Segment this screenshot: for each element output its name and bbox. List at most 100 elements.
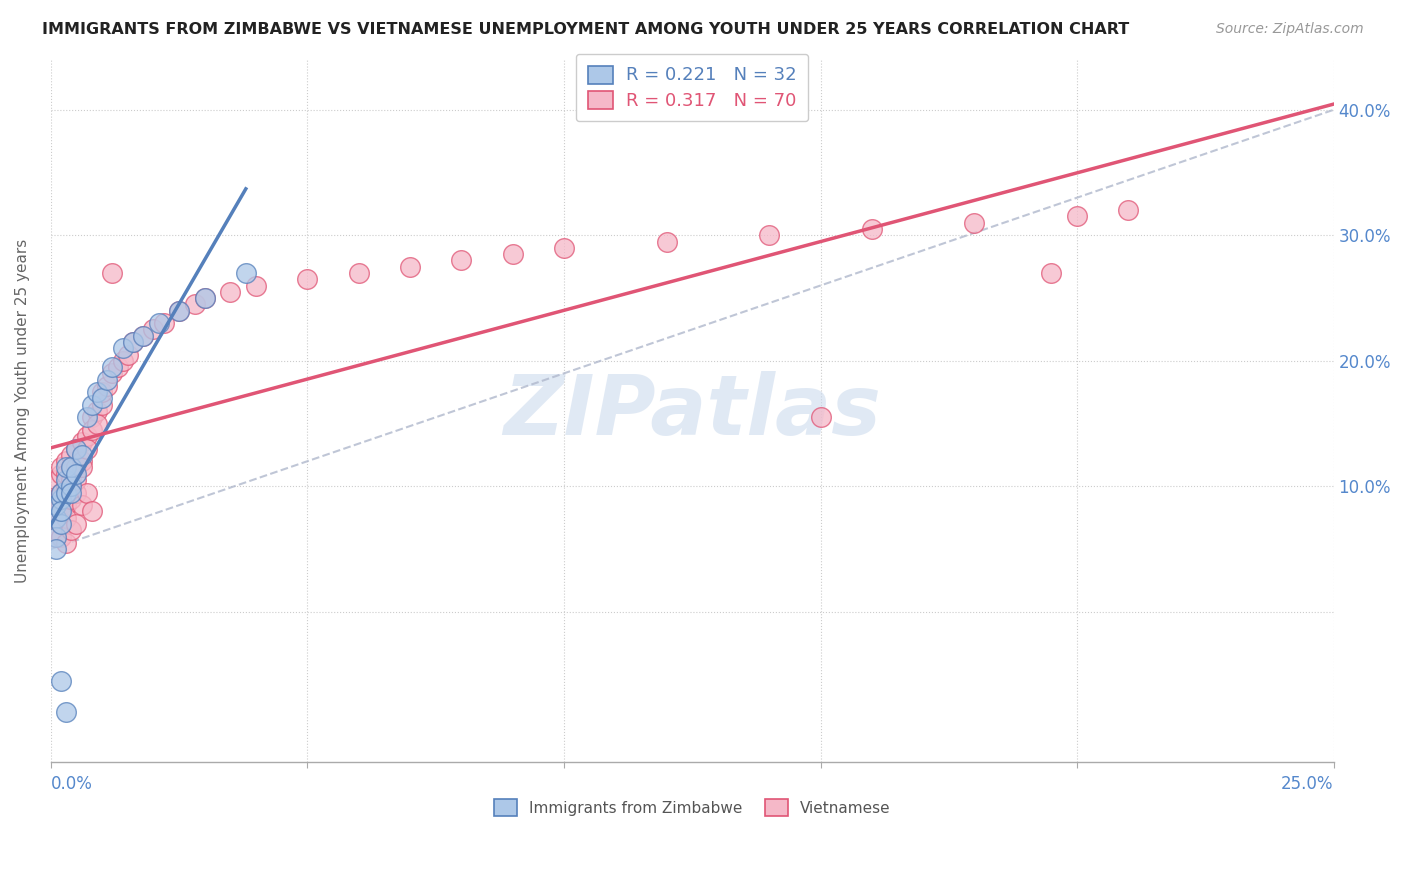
Point (55, 467, 77, 481)
Point (60, 448, 83, 462)
Point (55, 454, 77, 468)
Point (450, 253, 472, 268)
Point (1118, 203, 1140, 218)
Point (101, 367, 124, 381)
Point (49, 516, 72, 531)
Point (49, 516, 72, 531)
Point (70, 454, 93, 468)
Point (810, 410, 832, 425)
Text: 25.0%: 25.0% (1281, 775, 1334, 793)
Point (111, 341, 134, 355)
Text: ZIPatlas: ZIPatlas (503, 370, 882, 451)
Point (49, 460, 72, 475)
Point (194, 291, 217, 305)
Point (96, 379, 118, 393)
Point (963, 216, 986, 230)
Point (80, 410, 103, 425)
Point (70, 448, 93, 462)
Point (55, 485, 77, 500)
Point (55, 479, 77, 493)
Point (91, 398, 114, 412)
Point (183, 297, 205, 311)
Point (758, 228, 780, 243)
Point (76, 485, 98, 500)
Point (55, 460, 77, 475)
Point (65, 516, 87, 531)
Point (65, 442, 87, 456)
Legend: Immigrants from Zimbabwe, Vietnamese: Immigrants from Zimbabwe, Vietnamese (485, 790, 900, 825)
Text: 0.0%: 0.0% (51, 775, 93, 793)
Text: Source: ZipAtlas.com: Source: ZipAtlas.com (1216, 22, 1364, 37)
Point (399, 260, 422, 274)
Point (65, 467, 87, 481)
Point (80, 423, 103, 437)
Point (76, 410, 98, 425)
Point (45, 529, 67, 543)
Point (55, 705, 77, 719)
Point (65, 442, 87, 456)
Point (1066, 210, 1088, 224)
Point (49, 485, 72, 500)
Point (96, 373, 118, 387)
Point (55, 473, 77, 487)
Point (86, 385, 108, 400)
Point (80, 398, 103, 412)
Point (45, 510, 67, 524)
Point (45, 504, 67, 518)
Point (60, 460, 83, 475)
Point (122, 334, 145, 349)
Point (55, 498, 77, 512)
Point (101, 360, 124, 375)
Point (655, 235, 678, 249)
Point (111, 354, 134, 368)
Point (347, 266, 370, 280)
Point (60, 491, 83, 506)
Point (49, 673, 72, 688)
Text: IMMIGRANTS FROM ZIMBABWE VS VIETNAMESE UNEMPLOYMENT AMONG YOUTH UNDER 25 YEARS C: IMMIGRANTS FROM ZIMBABWE VS VIETNAMESE U… (42, 22, 1129, 37)
Point (49, 485, 72, 500)
Point (45, 473, 67, 487)
Point (49, 467, 72, 481)
Point (553, 241, 575, 255)
Point (49, 498, 72, 512)
Point (194, 291, 217, 305)
Point (167, 303, 190, 318)
Point (1040, 266, 1063, 280)
Point (60, 485, 83, 500)
Point (101, 266, 124, 280)
Point (70, 498, 93, 512)
Point (55, 510, 77, 524)
Point (65, 485, 87, 500)
Point (80, 504, 103, 518)
Point (148, 316, 170, 330)
Point (60, 523, 83, 537)
Point (65, 473, 87, 487)
Point (167, 303, 190, 318)
Point (91, 385, 114, 400)
Point (297, 272, 319, 286)
Point (219, 285, 242, 299)
Point (86, 417, 108, 431)
Point (502, 247, 524, 261)
Point (45, 542, 67, 557)
Point (122, 334, 145, 349)
Point (45, 491, 67, 506)
Point (49, 491, 72, 506)
Point (45, 510, 67, 524)
Point (49, 504, 72, 518)
Point (70, 460, 93, 475)
Point (235, 266, 257, 280)
Point (86, 404, 108, 418)
Point (76, 442, 98, 456)
Point (55, 536, 77, 550)
Point (70, 435, 93, 450)
Point (60, 473, 83, 487)
Point (132, 328, 155, 343)
Point (117, 347, 139, 361)
Point (76, 429, 98, 443)
Point (65, 460, 87, 475)
Point (107, 360, 129, 375)
Point (132, 328, 155, 343)
Point (60, 479, 83, 493)
Y-axis label: Unemployment Among Youth under 25 years: Unemployment Among Youth under 25 years (15, 239, 30, 583)
